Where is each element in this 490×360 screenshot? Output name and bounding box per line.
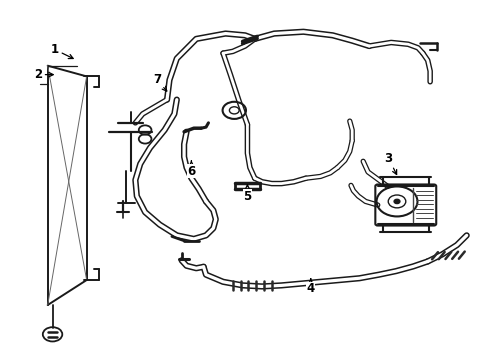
Text: 3: 3 xyxy=(385,152,396,175)
Text: 2: 2 xyxy=(34,68,53,81)
Text: 4: 4 xyxy=(307,279,315,296)
Text: 7: 7 xyxy=(153,73,167,91)
Text: 5: 5 xyxy=(244,185,251,203)
Text: 1: 1 xyxy=(51,43,73,59)
Circle shape xyxy=(394,199,400,203)
Text: 6: 6 xyxy=(187,161,196,177)
